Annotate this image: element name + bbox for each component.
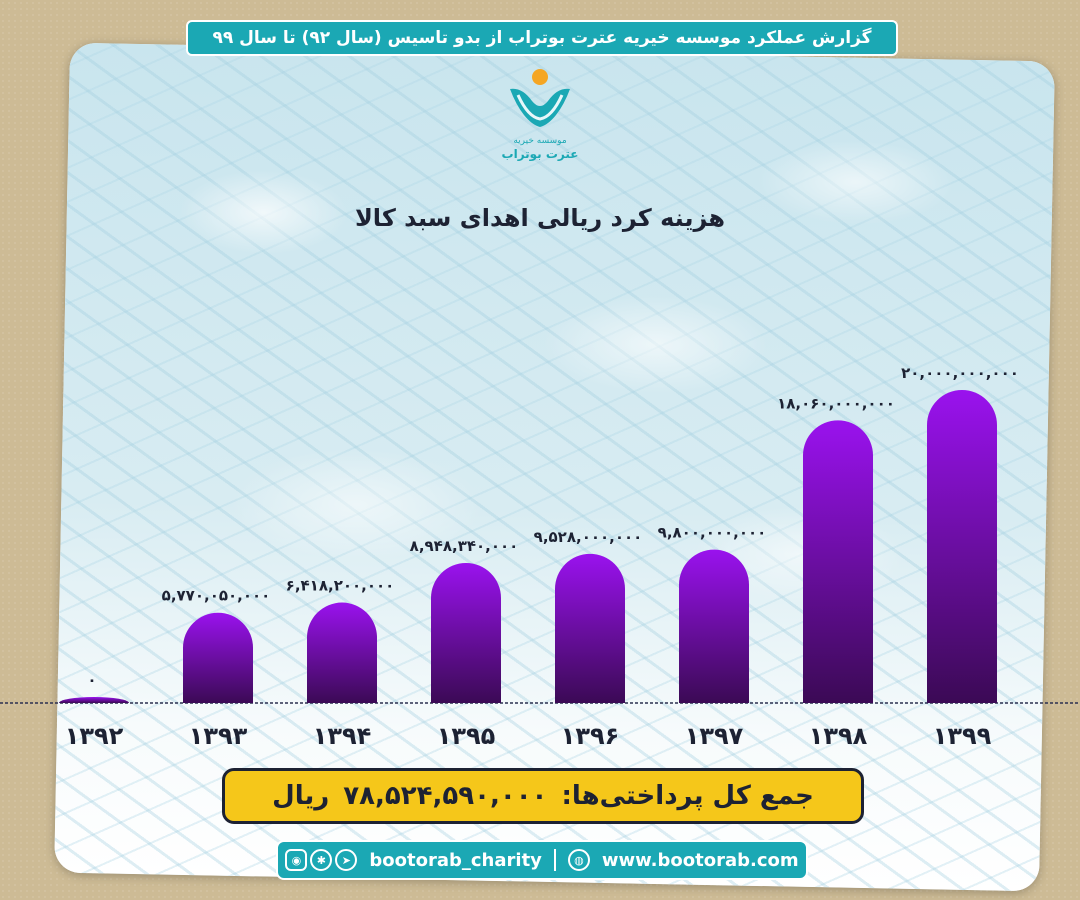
value-label-3: ۸,۹۴۸,۳۴۰,۰۰۰ [410, 537, 519, 555]
value-label-4: ۹,۵۲۸,۰۰۰,۰۰۰ [534, 528, 643, 546]
charity-logo: موسسه خیریه عترت بوتراب [498, 65, 582, 165]
x-tick-label-5: ۱۳۹۷ [685, 722, 744, 750]
bar-1 [183, 612, 253, 703]
value-label-2: ۶,۴۱۸,۲۰۰,۰۰۰ [286, 577, 395, 595]
bar-4 [555, 553, 625, 703]
website-link[interactable]: www.bootorab.com [601, 849, 799, 871]
value-label-1: ۵,۷۷۰,۰۵۰,۰۰۰ [162, 587, 271, 605]
chart-title: هزینه کرد ریالی اهدای سبد کالا [354, 204, 726, 232]
logo-text-line1: موسسه خیریه [513, 136, 566, 146]
bar-3 [431, 562, 501, 703]
x-tick-label-1: ۱۳۹۳ [189, 722, 248, 750]
bar-7 [927, 390, 997, 703]
x-tick-label-7: ۱۳۹۹ [933, 722, 992, 750]
bar-chart: ۰ ۱۳۹۲ ۵,۷۷۰,۰۵۰,۰۰۰ ۱۳۹۳ ۶,۴۱۸,۲۰۰,۰۰۰ ۱۳۹۴ ۸… [0, 364, 1080, 750]
bar-6 [803, 420, 873, 703]
bar-0 [59, 697, 129, 703]
report-header-text: گزارش عملکرد موسسه خیریه عترت بوتراب از … [212, 28, 872, 48]
total-value: ۷۸,۵۲۴,۵۹۰,۰۰۰ [343, 781, 548, 811]
total-payments-box: جمع کل پرداختی‌ها: ۷۸,۵۲۴,۵۹۰,۰۰۰ ریال [222, 768, 864, 824]
globe-icon: ◍ [567, 849, 590, 871]
telegram-icon[interactable]: ➤ [335, 849, 358, 871]
x-tick-label-0: ۱۳۹۲ [65, 722, 124, 750]
social-icons: ◉ ✱ ➤ [285, 849, 358, 871]
x-tick-label-4: ۱۳۹۶ [561, 722, 620, 750]
x-tick-label-6: ۱۳۹۸ [809, 722, 868, 750]
total-label: جمع کل پرداختی‌ها: [561, 781, 814, 811]
social-handle[interactable]: bootorab_charity [369, 849, 542, 871]
bar-2 [307, 602, 377, 703]
value-label-6: ۱۸,۰۶۰,۰۰۰,۰۰۰ [777, 394, 895, 412]
instagram-icon[interactable]: ◉ [285, 849, 308, 871]
logo-text-line2: عترت بوتراب [502, 147, 579, 162]
footer-bar: ◉ ✱ ➤ bootorab_charity ◍ www.bootorab.co… [276, 840, 808, 880]
x-tick-label-2: ۱۳۹۴ [313, 722, 372, 750]
value-label-0: ۰ [87, 671, 96, 689]
footer-divider [553, 849, 556, 871]
bar-5 [679, 549, 749, 703]
x-tick-label-3: ۱۳۹۵ [437, 722, 496, 750]
value-label-5: ۹,۸۰۰,۰۰۰,۰۰۰ [658, 524, 767, 542]
value-label-7: ۲۰,۰۰۰,۰۰۰,۰۰۰ [901, 364, 1019, 382]
total-unit: ریال [272, 781, 330, 811]
logo-icon: موسسه خیریه عترت بوتراب [502, 69, 579, 162]
eitaa-icon[interactable]: ✱ [310, 849, 333, 871]
report-header: گزارش عملکرد موسسه خیریه عترت بوتراب از … [186, 20, 898, 56]
